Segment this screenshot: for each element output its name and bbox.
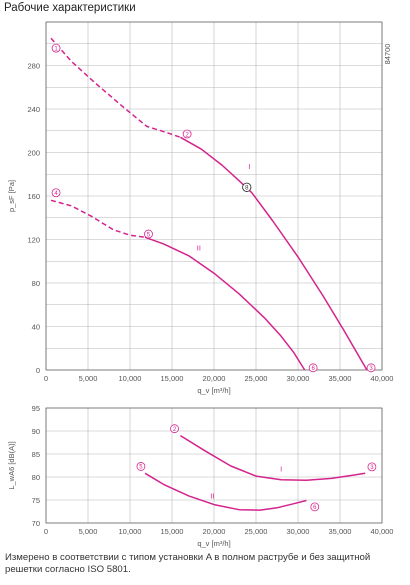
- x-tick-label: 5,000: [79, 374, 98, 383]
- y-tick-label: 200: [27, 149, 40, 158]
- series-line-i-solid: [180, 136, 368, 371]
- figure-id-label: 84700: [383, 44, 392, 65]
- pressure-chart: 0 5,000 10,000 15,000 20,000 25,000 30,000 35,0…: [7, 21, 394, 395]
- point-marker-label: 5: [139, 465, 143, 471]
- y-tick-label: 80: [32, 279, 40, 288]
- point-marker-circle: [182, 129, 192, 139]
- y-tick-label: 90: [32, 427, 40, 436]
- operating-point-label: 8: [245, 186, 249, 192]
- series-label: II: [197, 243, 201, 252]
- x-tick-label: 30,000: [287, 527, 310, 536]
- point-marker-circle: [367, 462, 377, 472]
- point-marker-label: 4: [54, 191, 58, 197]
- point-marker-circle: [366, 363, 376, 373]
- point-marker-label: 5: [147, 232, 151, 238]
- x-tick-label: 0: [44, 374, 48, 383]
- point-marker-label: 1: [54, 46, 58, 52]
- y-tick-label: 160: [27, 192, 40, 201]
- series-label: II: [210, 492, 214, 501]
- x-tick-label: 10,000: [119, 527, 142, 536]
- x-tick-label: 0: [44, 527, 48, 536]
- series-line-ii-solid: [144, 472, 307, 511]
- y-axis-label: p_sF [Pa]: [7, 180, 16, 212]
- point-marker-label: 2: [173, 427, 177, 433]
- point-marker-circle: [144, 229, 153, 239]
- series-line-i-solid: [180, 434, 366, 481]
- plot-frame: [45, 21, 383, 371]
- operating-point-circle: [242, 182, 252, 192]
- point-marker-circle: [51, 188, 61, 198]
- x-tick-label: 25,000: [245, 527, 268, 536]
- point-marker-circle: [51, 43, 61, 53]
- x-tick-label: 40,000: [371, 527, 394, 536]
- x-tick-label: 15,000: [161, 374, 184, 383]
- x-tick-label: 40,000: [371, 374, 394, 383]
- x-tick-label: 30,000: [287, 374, 310, 383]
- point-marker-label: 3: [369, 366, 373, 372]
- y-tick-label: 240: [27, 105, 40, 114]
- footnote: Измерено в соответствии с типом установк…: [5, 552, 371, 575]
- y-axis-label: L_wA6 [dB(A)]: [7, 441, 16, 489]
- x-tick-label: 10,000: [119, 374, 142, 383]
- x-axis-label: q_v [m³/h]: [197, 386, 230, 395]
- point-marker-circle: [136, 462, 146, 471]
- y-tick-label: 75: [32, 496, 40, 505]
- x-tick-label: 5,000: [79, 527, 98, 536]
- series-label: I: [248, 162, 250, 171]
- series-line-ii-solid: [144, 236, 306, 371]
- y-tick-label: 120: [27, 236, 40, 245]
- page-title: Рабочие характеристики: [4, 2, 136, 14]
- y-tick-label: 70: [32, 519, 40, 528]
- plot-frame: [45, 407, 383, 524]
- point-marker-circle: [310, 502, 320, 512]
- x-tick-label: 25,000: [245, 374, 268, 383]
- x-tick-label: 20,000: [203, 527, 226, 536]
- point-marker-circle: [170, 424, 179, 434]
- point-marker-circle: [308, 363, 318, 373]
- x-tick-label: 15,000: [161, 527, 184, 536]
- point-marker-label: 3: [370, 465, 374, 471]
- x-tick-label: 35,000: [329, 374, 352, 383]
- point-marker-label: 6: [313, 505, 317, 511]
- x-axis-label: q_v [m³/h]: [197, 539, 230, 548]
- point-marker-label: 2: [185, 132, 189, 138]
- point-marker-label: 6: [311, 366, 315, 372]
- y-tick-label: 280: [27, 62, 40, 71]
- y-tick-label: 0: [36, 366, 40, 375]
- x-tick-label: 35,000: [329, 527, 352, 536]
- y-tick-label: 95: [32, 404, 40, 413]
- x-tick-label: 20,000: [203, 374, 226, 383]
- y-tick-label: 85: [32, 450, 40, 459]
- series-line-ii-dashed: [50, 199, 146, 239]
- series-label: I: [280, 464, 282, 473]
- sound-power-chart: 0 5,000 10,000 15,000 20,000 25,000 30,000 35,0…: [7, 404, 394, 548]
- y-tick-label: 40: [32, 323, 40, 332]
- y-tick-label: 80: [32, 473, 40, 482]
- series-line-i-dashed: [50, 37, 181, 139]
